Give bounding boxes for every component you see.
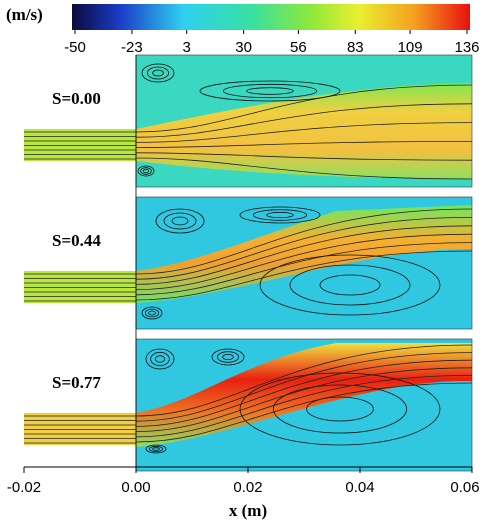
- vortex: [306, 396, 374, 422]
- streamline: [135, 103, 473, 138]
- x-tick-label: 0.00: [121, 479, 150, 496]
- vortex: [211, 348, 245, 366]
- vortex: [142, 168, 150, 174]
- colorbar-tick-label: -23: [121, 39, 143, 56]
- streamline: [135, 225, 473, 285]
- vortex: [154, 355, 166, 363]
- vortex: [146, 66, 170, 80]
- streamline: [135, 157, 473, 180]
- vortex: [216, 351, 240, 363]
- colorbar-tick-label: 56: [290, 39, 307, 56]
- vortex: [252, 209, 308, 221]
- vortex: [145, 444, 167, 454]
- vortex: [137, 165, 155, 177]
- panel-label: S=0.44: [52, 231, 101, 250]
- jet: [136, 83, 472, 179]
- vortex: [319, 274, 381, 296]
- vortex: [239, 206, 321, 224]
- streamline: [135, 367, 473, 432]
- vortex: [148, 310, 156, 316]
- vortex: [140, 167, 152, 175]
- x-tick-label: 0.06: [450, 479, 479, 496]
- streamline: [135, 141, 473, 148]
- vortex: [141, 306, 163, 320]
- vortex: [259, 254, 441, 316]
- colorbar-tick-label: 83: [347, 39, 364, 56]
- vortex: [150, 351, 170, 367]
- colorbar-tick-label: 136: [454, 39, 479, 56]
- vortex: [199, 80, 341, 102]
- vortex: [155, 208, 205, 234]
- streamline: [135, 122, 473, 143]
- streamline: [135, 84, 473, 133]
- panel-label: S=0.00: [52, 89, 101, 108]
- vortex: [239, 372, 441, 446]
- vortex: [163, 212, 197, 230]
- colorbar: [72, 4, 470, 30]
- x-tick-label: 0.02: [233, 479, 262, 496]
- vortex: [152, 69, 164, 77]
- streamline: [135, 250, 473, 301]
- x-tick-label: -0.02: [7, 479, 41, 496]
- vortex: [148, 445, 164, 453]
- inlet: [24, 413, 136, 445]
- vortex: [222, 353, 234, 361]
- streamline: [135, 233, 473, 290]
- vortex: [246, 87, 294, 95]
- streamline: [135, 375, 473, 438]
- vortex: [152, 447, 160, 451]
- colorbar-tick-label: -50: [64, 39, 86, 56]
- colorbar-tick-label: 30: [235, 39, 252, 56]
- colorbar-tick-label: 3: [183, 39, 191, 56]
- streamline: [135, 359, 473, 427]
- streamline: [135, 382, 473, 443]
- vortex: [222, 83, 318, 99]
- inlet: [24, 129, 136, 161]
- streamline: [135, 352, 473, 422]
- vortex: [272, 384, 408, 434]
- x-axis-label: x (m): [229, 501, 267, 520]
- vortex: [141, 63, 175, 83]
- streamline: [135, 242, 473, 296]
- vortex: [171, 216, 189, 226]
- streamline: [135, 152, 473, 161]
- streamline: [135, 208, 473, 275]
- streamline: [135, 344, 473, 417]
- streamline: [135, 217, 473, 280]
- colorbar-label: (m/s): [6, 5, 43, 24]
- vortex: [289, 264, 411, 306]
- panel-label: S=0.77: [52, 373, 101, 392]
- inlet: [24, 271, 136, 303]
- jet: [136, 343, 472, 447]
- jet: [136, 205, 472, 303]
- vortex: [266, 211, 294, 219]
- colorbar-tick-label: 109: [398, 39, 423, 56]
- vortex: [145, 348, 175, 370]
- vortex: [144, 308, 160, 318]
- x-tick-label: 0.04: [345, 479, 374, 496]
